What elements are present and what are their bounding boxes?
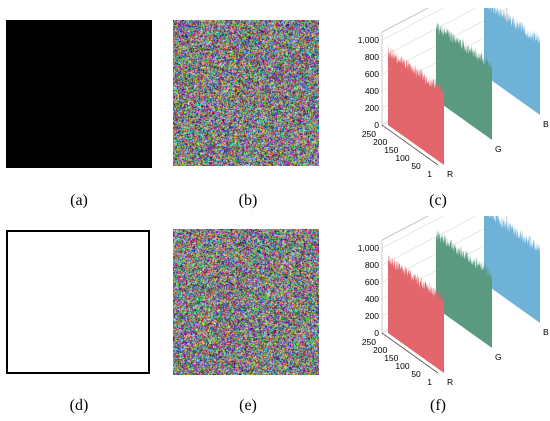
x-tick-label: 1 [427,377,432,387]
white-plain-image [6,230,150,374]
x-tick-label: 250 [362,337,376,347]
x-tick-label: 200 [373,137,387,147]
histogram-slab-r [388,44,444,166]
x-tick-label: 100 [395,361,409,371]
x-tick-label: 50 [411,161,421,171]
x-tick-label: 250 [362,129,376,139]
x-tick-label: 200 [373,345,387,355]
channel-label-g: G [495,352,502,362]
channel-label-g: G [495,144,502,154]
z-tick-label: 600 [365,277,379,287]
encrypted-image-e [173,229,319,375]
z-tick-label: 200 [365,103,379,113]
x-tick-label: 1 [427,169,432,179]
histogram-slab-b [484,216,540,323]
x-tick-label: 150 [384,145,398,155]
histogram-slab-g [436,229,492,348]
caption-e: (e) [239,397,257,414]
channel-label-r: R [447,377,453,387]
caption-a: (a) [70,192,88,209]
z-tick-label: 600 [365,69,379,79]
histogram-slab-r [388,254,444,373]
z-tick-label: 0 [374,120,379,130]
histogram-slab-b [484,8,540,115]
z-tick-label: 0 [374,328,379,338]
caption-f: (f) [430,397,446,414]
channel-label-r: R [447,169,453,179]
black-plain-image [6,20,152,168]
z-tick-label: 1,000 [358,243,380,253]
z-tick-label: 800 [365,52,379,62]
encrypted-image-b [173,20,319,166]
channel-label-b: B [543,119,549,129]
z-tick-label: 200 [365,311,379,321]
z-tick-label: 800 [365,260,379,270]
z-tick-label: 400 [365,294,379,304]
histogram-slab-g [436,21,492,140]
caption-c: (c) [429,192,447,209]
x-tick-label: 50 [411,369,421,379]
z-tick-label: 1,000 [358,35,380,45]
channel-label-b: B [543,327,549,337]
caption-d: (d) [69,397,89,414]
x-tick-label: 150 [384,353,398,363]
caption-b: (b) [238,192,258,209]
z-tick-label: 400 [365,86,379,96]
x-tick-label: 100 [395,153,409,163]
